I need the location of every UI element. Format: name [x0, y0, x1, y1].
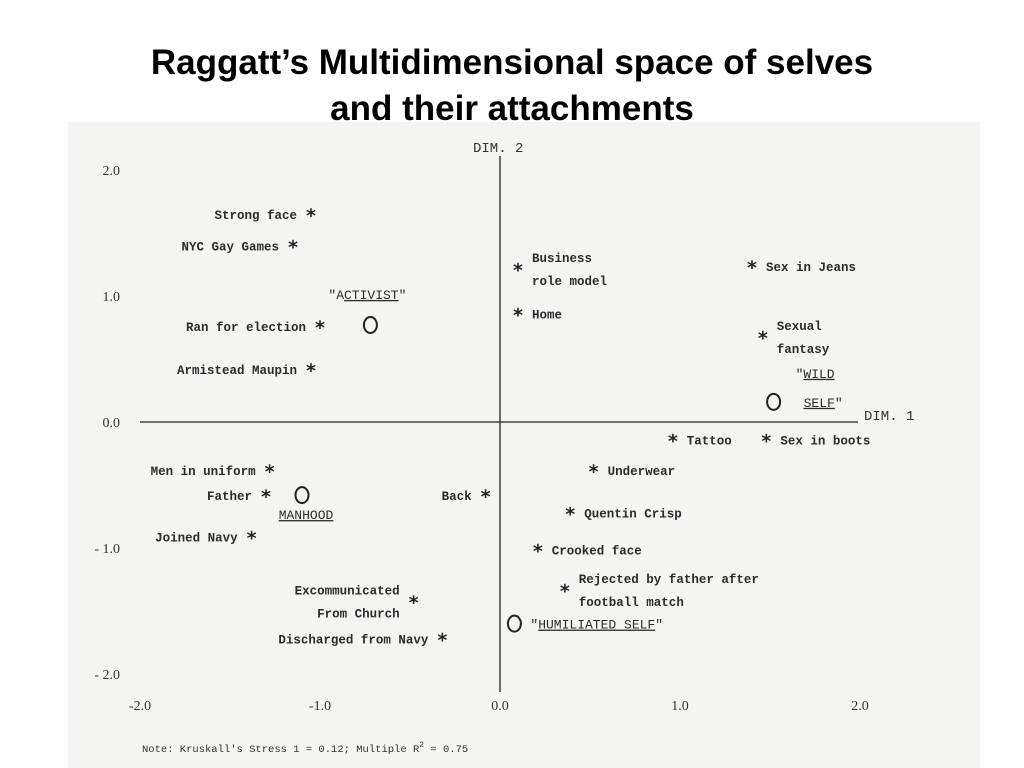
plot-scan-panel: DIM. 1 DIM. 2 -2.0 -1.0 0.0 1.0 2.0 2.0 1.0 0.0… — [68, 122, 980, 768]
attachment-star-marker: * — [560, 581, 570, 603]
attachment-label: Crooked face — [552, 544, 642, 558]
self-label-part: " — [530, 618, 538, 633]
slide-title-line-1: Raggatt’s Multidimensional space of selv… — [150, 43, 874, 82]
self-label: SELF" — [804, 396, 843, 411]
attachment-label: Men in uniform — [151, 465, 257, 479]
attachment-label: Sexual — [777, 320, 822, 334]
attachment-star-marker: * — [589, 461, 599, 483]
x-tick-label: 0.0 — [491, 699, 509, 714]
attachment-label: Back — [442, 490, 473, 504]
attachment-star-marker: * — [306, 205, 316, 227]
attachment-points: * Strong face * NYC Gay Games * Business role … — [151, 205, 871, 652]
attachment-star-marker: * — [261, 486, 271, 508]
self-label-part: CTIVIST — [344, 288, 399, 303]
attachment-label: fantasy — [777, 343, 830, 357]
attachment-star-marker: * — [513, 259, 523, 281]
attachment-label: Ran for election — [186, 321, 306, 335]
stress-note-text: = 0.75 — [424, 744, 468, 756]
y-axis-label: DIM. 2 — [473, 141, 523, 157]
self-circle-marker — [294, 486, 310, 505]
attachment-star-marker: * — [306, 360, 316, 382]
attachment-star-marker: * — [513, 305, 523, 327]
self-label: MANHOOD — [279, 508, 334, 523]
y-tick-label: - 1.0 — [94, 542, 120, 557]
attachment-label: Underwear — [608, 465, 676, 479]
x-axis-label: DIM. 1 — [864, 409, 914, 425]
attachment-label: Discharged from Navy — [278, 634, 429, 648]
self-label-part: MANHOOD — [279, 508, 334, 523]
self-label-part: "A — [328, 288, 344, 303]
attachment-star-marker: * — [761, 431, 771, 453]
attachment-star-marker: * — [437, 630, 447, 652]
attachment-label: Sex in boots — [780, 435, 870, 449]
y-tick-label: 0.0 — [103, 416, 121, 431]
y-tick-label: 1.0 — [103, 290, 121, 305]
attachment-label: Father — [207, 490, 252, 504]
x-tick-label: 1.0 — [671, 699, 689, 714]
attachment-label: Rejected by father after — [579, 573, 759, 587]
stress-note: Note: Kruskall's Stress 1 = 0.12; Multip… — [142, 741, 468, 756]
attachment-star-marker: * — [409, 592, 419, 614]
self-label-part: HUMILIATED SELF — [538, 618, 655, 633]
y-tick-label: 2.0 — [103, 164, 121, 179]
slide-title-line-2: and their attachments — [330, 89, 694, 128]
self-label-part: " — [399, 288, 407, 303]
attachment-star-marker: * — [288, 237, 298, 259]
attachment-star-marker: * — [668, 431, 678, 453]
attachment-star-marker: * — [747, 257, 757, 279]
tick-labels: -2.0 -1.0 0.0 1.0 2.0 2.0 1.0 0.0 - 1.0 - 2.0 — [94, 164, 868, 714]
self-label-part: " — [655, 618, 663, 633]
self-label: "WILD — [796, 367, 835, 382]
x-tick-label: -2.0 — [129, 699, 151, 714]
attachment-star-marker: * — [533, 540, 543, 562]
attachment-star-marker: * — [758, 327, 768, 349]
self-circle-marker — [506, 614, 522, 633]
attachment-star-marker: * — [247, 528, 257, 550]
self-circle-marker — [766, 392, 782, 411]
x-tick-label: -1.0 — [309, 699, 331, 714]
attachment-label: Strong face — [214, 209, 297, 223]
attachment-star-marker: * — [265, 461, 275, 483]
attachment-star-marker: * — [481, 486, 491, 508]
self-label-part: SELF — [804, 396, 835, 411]
attachment-label: Quentin Crisp — [584, 508, 682, 522]
slide-title: Raggatt’s Multidimensional space of selv… — [0, 40, 1024, 132]
attachment-label: Sex in Jeans — [766, 261, 856, 275]
attachment-label: Joined Navy — [155, 532, 238, 546]
stress-note-text: Note: Kruskall's Stress 1 = 0.12; Multip… — [142, 744, 420, 756]
self-label-part: " — [835, 396, 843, 411]
attachment-star-marker: * — [315, 317, 325, 339]
self-label: "ACTIVIST" — [328, 288, 406, 303]
self-label: "HUMILIATED SELF" — [530, 618, 663, 633]
attachment-label: Home — [532, 309, 562, 323]
stress-note-superscript: 2 — [419, 741, 424, 750]
self-circle-marker — [362, 315, 378, 334]
self-label-part: WILD — [803, 367, 834, 382]
attachment-label: Armistead Maupin — [177, 364, 297, 378]
attachment-label: From Church — [317, 607, 400, 621]
attachment-star-marker: * — [565, 504, 575, 526]
attachment-label: Business — [532, 252, 592, 266]
attachment-label: role model — [532, 275, 607, 289]
attachment-label: Tattoo — [687, 435, 732, 449]
self-label-part: " — [796, 367, 804, 382]
attachment-label: NYC Gay Games — [181, 241, 279, 255]
y-tick-label: - 2.0 — [94, 668, 120, 683]
x-tick-label: 2.0 — [851, 699, 869, 714]
scatter-plot: DIM. 1 DIM. 2 -2.0 -1.0 0.0 1.0 2.0 2.0 1.0 0.0… — [94, 141, 914, 756]
attachment-label: Excommunicated — [295, 584, 400, 598]
attachment-label: football match — [579, 596, 684, 610]
